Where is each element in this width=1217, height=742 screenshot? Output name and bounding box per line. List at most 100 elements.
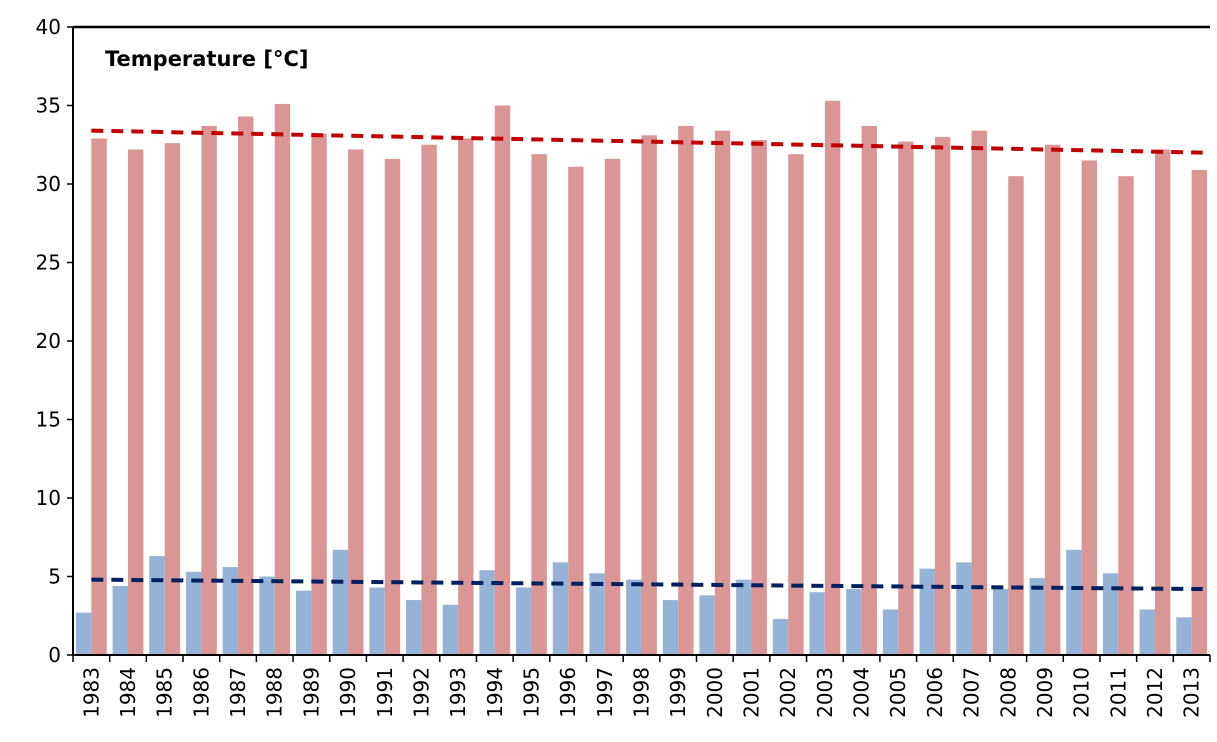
x-tick-label: 2001 [740, 667, 764, 718]
bar [861, 125, 877, 655]
x-tick-label: 2007 [960, 667, 984, 718]
bar [956, 562, 972, 655]
bar [332, 549, 349, 655]
x-tick-label: 1987 [226, 667, 250, 718]
bar [1044, 144, 1061, 655]
y-tick-label: 5 [48, 565, 61, 589]
bar [898, 141, 914, 656]
bar [75, 612, 92, 655]
bar [311, 133, 327, 655]
y-tick-label: 25 [36, 251, 61, 275]
bar [274, 103, 291, 656]
x-tick-label: 2010 [1070, 667, 1094, 718]
bar [479, 570, 495, 655]
x-tick-label: 1994 [483, 667, 507, 718]
bar [1154, 149, 1171, 655]
bar [1008, 176, 1024, 655]
bar [149, 556, 165, 655]
bar [1176, 617, 1192, 655]
x-tick-label: 2012 [1143, 667, 1167, 718]
trend-line [91, 128, 1203, 155]
bar [516, 587, 532, 655]
bar [384, 158, 401, 655]
trend-line [91, 577, 1203, 592]
x-tick-label: 1992 [409, 667, 433, 718]
bar [295, 590, 312, 655]
bar [201, 125, 217, 655]
chart-title: Temperature [°C] [105, 47, 308, 71]
bar [971, 130, 988, 655]
bar [641, 135, 657, 655]
y-tick-label: 40 [36, 15, 61, 39]
x-tick-label: 1996 [556, 667, 580, 718]
bar [662, 600, 679, 655]
y-tick-label: 35 [36, 94, 61, 118]
x-tick-label: 1997 [593, 667, 617, 718]
bar [1191, 169, 1208, 655]
bar [772, 618, 789, 655]
y-tick-label: 0 [48, 643, 61, 667]
bar [1066, 549, 1082, 655]
bar [238, 116, 254, 656]
bar [626, 579, 642, 655]
y-tick-label: 30 [36, 172, 61, 196]
x-tick-label: 2009 [1033, 667, 1057, 718]
bar [128, 149, 144, 655]
bar [442, 604, 459, 655]
bar [604, 158, 621, 655]
x-tick-label: 2003 [813, 667, 837, 718]
bar [1029, 578, 1045, 655]
x-tick-label: 1985 [153, 667, 177, 718]
x-tick-label: 1995 [519, 667, 543, 718]
bar [934, 136, 951, 655]
bar [185, 571, 202, 655]
x-tick-label: 1999 [666, 667, 690, 718]
bar [1081, 160, 1098, 655]
x-tick-label: 2004 [850, 667, 874, 718]
x-tick-label: 1998 [630, 667, 654, 718]
bar [421, 144, 437, 655]
bar [992, 589, 1009, 655]
x-tick-label: 2011 [1106, 667, 1130, 718]
bar [369, 587, 385, 655]
x-tick-label: 2005 [886, 667, 910, 718]
x-tick-label: 1991 [373, 667, 397, 718]
bar [824, 100, 841, 656]
bar [1118, 176, 1134, 655]
x-tick-label: 2006 [923, 667, 947, 718]
bar [531, 154, 547, 656]
bar [222, 567, 239, 655]
bar [91, 138, 107, 656]
bar [494, 105, 511, 655]
x-tick-label: 1983 [79, 667, 103, 718]
x-tick-label: 2000 [703, 667, 727, 718]
x-tick-label: 1993 [446, 667, 470, 718]
x-tick-label: 1986 [189, 667, 213, 718]
bar [846, 589, 862, 655]
y-tick-label: 15 [36, 408, 61, 432]
x-tick-label: 2013 [1180, 667, 1204, 718]
x-tick-label: 2002 [776, 667, 800, 718]
x-tick-label: 1988 [263, 667, 287, 718]
bar [919, 568, 935, 655]
x-tick-label: 1990 [336, 667, 360, 718]
x-tick-label: 1984 [116, 667, 140, 718]
bar [736, 579, 752, 655]
bar [1102, 573, 1119, 655]
bar [882, 609, 899, 655]
bar [589, 573, 605, 655]
bar [809, 592, 825, 655]
bar [714, 130, 731, 655]
y-tick-label: 20 [36, 329, 61, 353]
bar [788, 154, 804, 656]
x-tick-label: 2008 [996, 667, 1020, 718]
bar [164, 143, 181, 655]
bar [406, 600, 422, 655]
bar [259, 576, 275, 655]
bar [458, 138, 474, 656]
bar [751, 140, 767, 656]
bar [348, 149, 364, 655]
x-tick-label: 1989 [299, 667, 323, 718]
bar [112, 585, 129, 655]
y-tick-label: 10 [36, 486, 61, 510]
